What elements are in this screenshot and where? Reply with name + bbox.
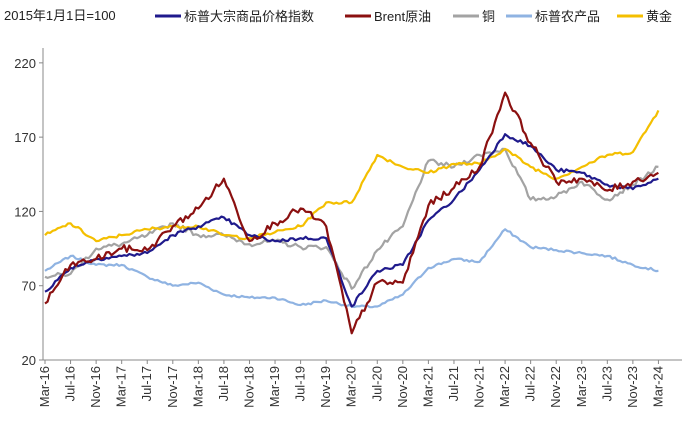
- x-tick-label-0: Mar-16: [37, 366, 52, 407]
- legend-label-agri: 标普农产品: [535, 9, 600, 24]
- x-tick-label-15: Mar-21: [420, 366, 435, 407]
- y-tick-label-1: 70: [22, 279, 36, 294]
- x-tick-label-11: Nov-19: [318, 366, 333, 408]
- x-tick-label-3: Mar-17: [114, 366, 129, 407]
- x-tick-label-13: Jul-20: [369, 366, 384, 401]
- x-tick-label-7: Jul-18: [216, 366, 231, 401]
- x-tick-label-8: Nov-18: [241, 366, 256, 408]
- y-tick-label-2: 120: [14, 204, 36, 219]
- y-tick-label-0: 20: [22, 353, 36, 368]
- x-tick-label-18: Mar-22: [497, 366, 512, 407]
- x-tick-label-24: Mar-24: [650, 366, 665, 407]
- x-tick-label-4: Jul-17: [139, 366, 154, 401]
- x-tick-label-23: Nov-23: [625, 366, 640, 408]
- x-tick-label-9: Mar-19: [267, 366, 282, 407]
- series-line-0: [44, 133, 659, 308]
- x-tick-label-12: Mar-20: [344, 366, 359, 407]
- series-line-2: [44, 147, 659, 290]
- series-line-1: [44, 91, 659, 335]
- x-tick-label-17: Nov-21: [472, 366, 487, 408]
- x-tick-label-14: Nov-20: [395, 366, 410, 408]
- x-tick-label-6: Mar-18: [190, 366, 205, 407]
- x-tick-label-10: Jul-19: [293, 366, 308, 401]
- legend: 标普大宗商品价格指数 Brent原油 铜 标普农产品 黄金: [155, 9, 672, 24]
- x-tick-label-20: Nov-22: [548, 366, 563, 408]
- legend-label-copper: 铜: [482, 9, 495, 24]
- unit-label: 2015年1月1日=100: [4, 8, 116, 23]
- series-group: [44, 91, 660, 335]
- y-tick-label-4: 220: [14, 56, 36, 71]
- x-tick-label-16: Jul-21: [446, 366, 461, 401]
- y-tick-label-3: 170: [14, 130, 36, 145]
- series-line-3: [44, 228, 659, 309]
- x-tick-label-22: Jul-23: [599, 366, 614, 401]
- y-axis: 20 70 120 170 220: [14, 56, 43, 368]
- x-tick-label-21: Mar-23: [574, 366, 589, 407]
- x-axis: Mar-16 Jul-16 Nov-16 Mar-17 Jul-17 Nov-17 Mar-…: [37, 360, 665, 408]
- x-tick-label-2: Nov-16: [88, 366, 103, 408]
- legend-label-gold: 黄金: [646, 9, 672, 24]
- x-tick-label-5: Nov-17: [165, 366, 180, 408]
- series-line-4: [44, 109, 660, 243]
- legend-label-spgsci: 标普大宗商品价格指数: [184, 9, 314, 24]
- legend-label-brent: Brent原油: [374, 9, 431, 24]
- x-tick-label-19: Jul-22: [523, 366, 538, 401]
- x-tick-label-1: Jul-16: [63, 366, 78, 401]
